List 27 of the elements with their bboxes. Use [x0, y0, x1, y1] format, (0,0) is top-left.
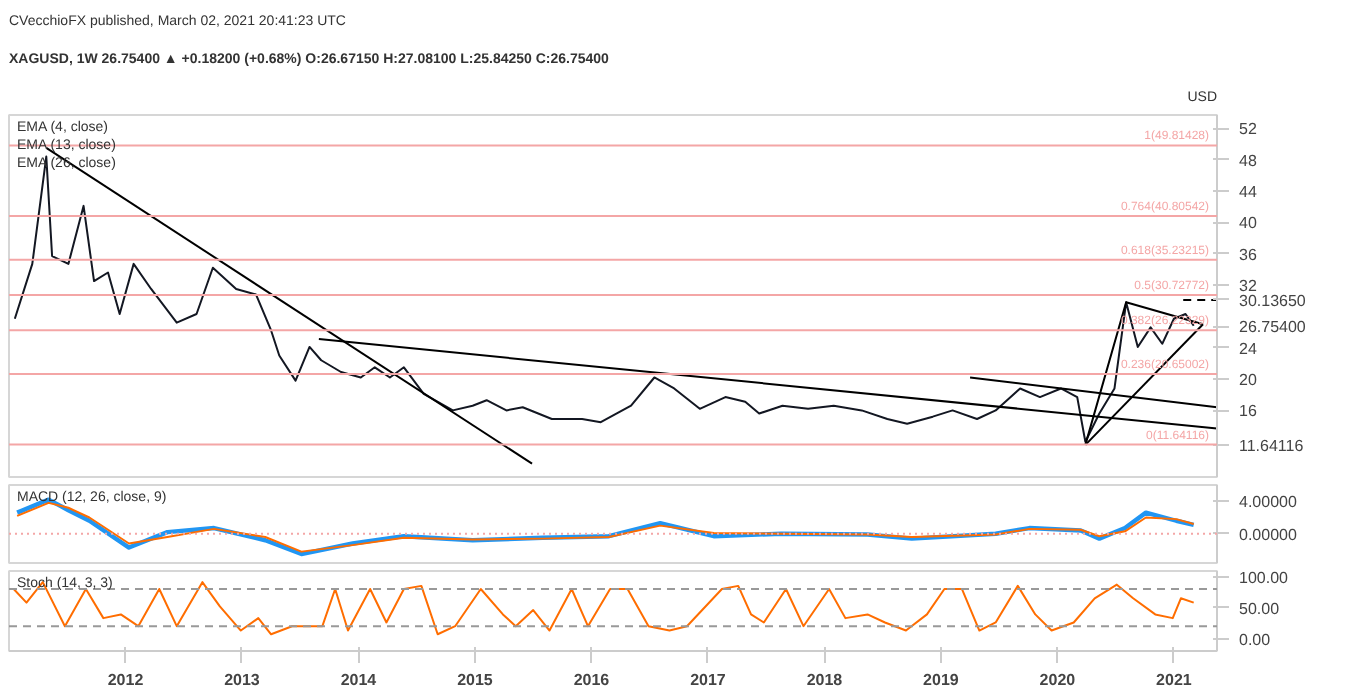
y-tick-label: 50.00: [1239, 599, 1281, 618]
y-tick-label: 30.13650: [1239, 291, 1307, 310]
x-tick-label: 2014: [340, 671, 378, 689]
y-tick-label: 0.00: [1239, 630, 1272, 649]
x-tick-label: 2016: [573, 671, 611, 689]
y-tick-label: 26.75400: [1239, 318, 1307, 337]
x-tick-label: 2020: [1039, 671, 1077, 689]
y-tick-label: 16: [1239, 402, 1258, 421]
y-tick-label: 48: [1239, 151, 1258, 170]
y-tick-label: 100.00: [1239, 568, 1290, 587]
y-tick-label: 24: [1239, 339, 1258, 358]
x-tick-label: 2012: [107, 671, 145, 689]
y-tick-label: 4.00000: [1239, 493, 1298, 512]
y-tick-label: 40: [1239, 214, 1258, 233]
x-tick-label: 2015: [457, 671, 494, 689]
x-tick-label: 2018: [806, 671, 844, 689]
y-tick-label: 20: [1239, 371, 1258, 390]
y-tick-label: 0.00000: [1239, 525, 1298, 544]
y-tick-label: 32: [1239, 277, 1258, 296]
x-tick-label: 2019: [923, 671, 960, 689]
x-tick-label: 2021: [1156, 671, 1193, 689]
y-tick-label: 52: [1239, 120, 1258, 139]
x-tick-label: 2013: [224, 671, 261, 689]
y-tick-label: 11.64116: [1239, 436, 1305, 455]
y-tick-label: 36: [1239, 245, 1258, 264]
x-tick-label: 2017: [690, 671, 727, 689]
y-tick-label: 44: [1239, 183, 1258, 201]
